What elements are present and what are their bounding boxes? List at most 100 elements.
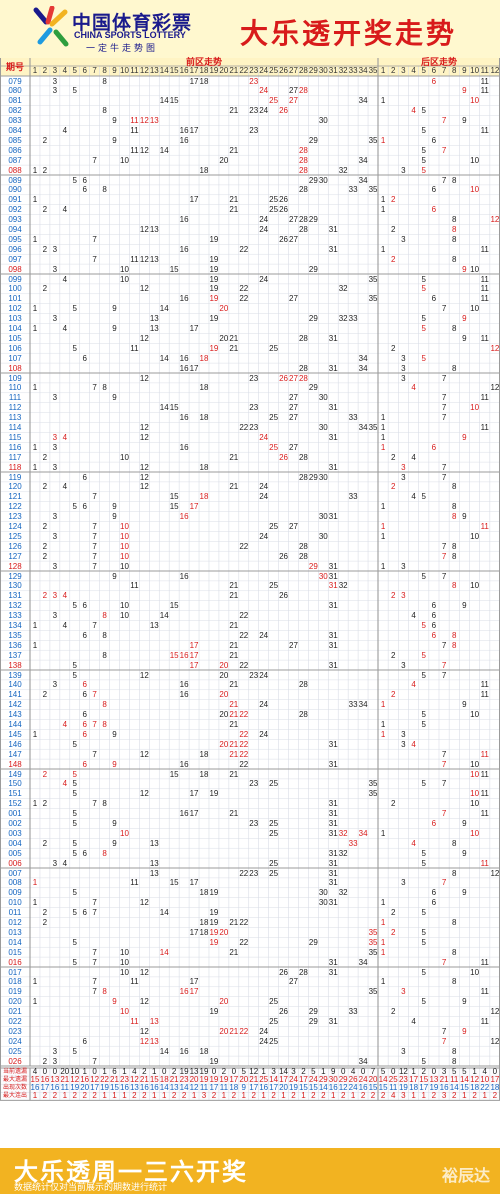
front-stat-value: 1 <box>261 1067 266 1076</box>
back-number: 2 <box>391 452 396 462</box>
back-number: 11 <box>480 749 489 759</box>
front-number: 31 <box>328 432 338 442</box>
period-number: 128 <box>8 561 22 571</box>
front-number: 14 <box>159 145 169 155</box>
period-number: 114 <box>8 423 22 432</box>
front-stat-value: 0 <box>92 1067 97 1076</box>
back-column-number: 5 <box>421 66 426 75</box>
front-number: 23 <box>249 670 259 680</box>
front-number: 12 <box>139 225 149 234</box>
front-number: 21 <box>229 106 239 116</box>
front-number: 30 <box>318 531 328 541</box>
front-number: 31 <box>328 512 338 522</box>
period-number: 110 <box>8 383 22 393</box>
front-number: 31 <box>328 759 338 769</box>
front-number: 24 <box>259 274 269 284</box>
front-number: 3 <box>52 531 58 541</box>
front-number: 1 <box>32 898 38 908</box>
front-number: 24 <box>259 106 269 116</box>
front-number: 27 <box>289 393 298 403</box>
front-number: 17 <box>189 126 199 135</box>
back-number: 8 <box>452 947 457 957</box>
front-number: 29 <box>308 135 318 145</box>
back-number: 11 <box>480 769 489 779</box>
back-number: 10 <box>470 789 480 799</box>
front-stat-value: 20 <box>189 1075 199 1085</box>
front-number: 31 <box>328 244 338 254</box>
front-stat-value: 2 <box>72 1091 77 1101</box>
front-number: 21 <box>229 145 239 155</box>
front-stat-value: 19 <box>100 1083 110 1093</box>
back-number: 1 <box>380 977 386 987</box>
front-number: 22 <box>239 294 249 304</box>
front-number: 35 <box>368 987 378 997</box>
period-number: 019 <box>8 987 22 997</box>
back-column-number: 6 <box>431 66 437 75</box>
front-number: 7 <box>92 690 97 700</box>
back-stat-value: 2 <box>380 1091 386 1101</box>
back-number: 8 <box>452 234 457 244</box>
front-number: 8 <box>102 76 107 86</box>
front-number: 30 <box>318 423 328 432</box>
front-number: 12 <box>139 997 149 1007</box>
front-number: 21 <box>229 195 239 205</box>
front-number: 24 <box>259 1036 269 1046</box>
back-stat-value: 3 <box>441 1067 447 1076</box>
front-number: 7 <box>92 561 97 571</box>
front-number: 21 <box>229 205 239 215</box>
back-number: 7 <box>441 878 447 888</box>
front-number: 26 <box>279 1007 288 1017</box>
front-stat-value: 16 <box>358 1083 368 1093</box>
front-number: 22 <box>239 541 249 551</box>
front-number: 22 <box>239 759 249 769</box>
front-number: 12 <box>139 789 149 799</box>
back-stat-value: 3 <box>441 1091 447 1101</box>
back-stat-value: 1 <box>411 1067 416 1076</box>
period-number: 021 <box>8 1007 22 1017</box>
trend-grid <box>0 58 500 1101</box>
front-number: 2 <box>42 799 48 809</box>
back-column-number: 4 <box>411 66 416 75</box>
period-number: 087 <box>8 155 22 165</box>
front-number: 31 <box>328 858 338 868</box>
front-number: 25 <box>269 819 279 828</box>
front-number: 9 <box>112 304 117 314</box>
back-number: 5 <box>421 126 426 135</box>
front-stat-value: 2 <box>171 1067 177 1076</box>
front-number: 15 <box>169 502 179 512</box>
back-number: 9 <box>462 264 467 274</box>
back-number: 8 <box>452 640 457 650</box>
back-number: 8 <box>452 324 457 333</box>
back-number: 5 <box>421 324 426 333</box>
back-stat-value: 18 <box>470 1083 480 1093</box>
front-number: 18 <box>199 769 209 779</box>
front-number: 20 <box>219 739 229 749</box>
back-number: 8 <box>452 363 457 373</box>
back-number: 6 <box>431 135 437 145</box>
front-number: 2 <box>42 551 48 561</box>
back-number: 5 <box>421 650 426 660</box>
header: 中国体育彩票 CHINA SPORTS LOTTERY 一定牛走势图 大乐透开奖… <box>0 0 500 58</box>
stat-label: 当前遗漏 <box>2 1069 27 1075</box>
period-number: 149 <box>8 769 22 779</box>
front-number: 19 <box>209 343 219 353</box>
front-number: 9 <box>112 819 117 828</box>
front-number: 17 <box>189 650 199 660</box>
period-number: 127 <box>8 551 22 561</box>
front-number: 22 <box>239 284 249 294</box>
front-number: 31 <box>328 957 338 967</box>
back-column-number: 8 <box>452 66 457 75</box>
front-number: 22 <box>239 749 249 759</box>
front-number: 10 <box>120 531 129 541</box>
front-stat-value: 2 <box>340 1091 346 1101</box>
front-number: 27 <box>289 403 298 413</box>
front-number: 16 <box>179 294 189 304</box>
period-number: 146 <box>8 739 22 749</box>
front-number: 2 <box>42 838 48 848</box>
front-number: 16 <box>179 135 189 145</box>
front-number: 14 <box>159 96 169 106</box>
front-number: 31 <box>328 363 338 373</box>
front-number: 1 <box>32 383 38 393</box>
back-number: 5 <box>421 106 426 116</box>
front-number: 24 <box>259 670 269 680</box>
